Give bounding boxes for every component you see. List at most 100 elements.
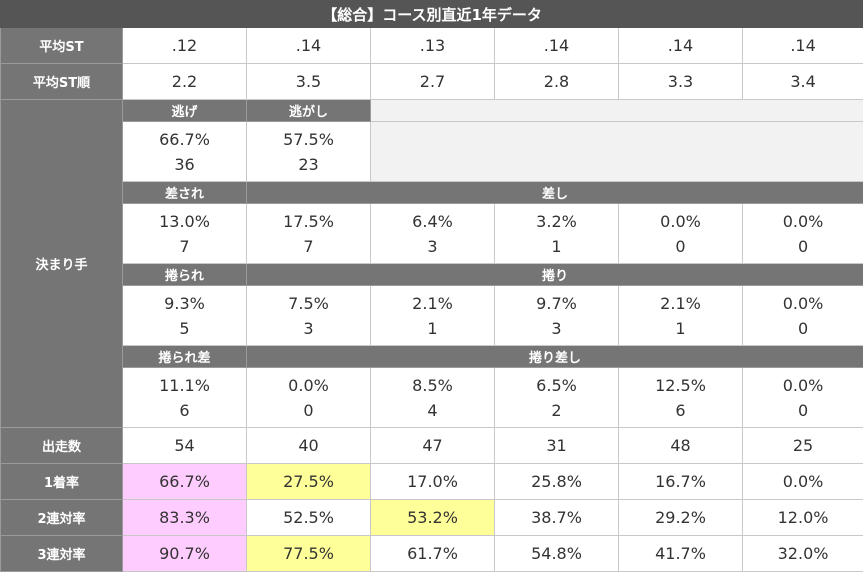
makurizashi-cell: 0.0%0 bbox=[247, 368, 371, 428]
sashi-cell: 17.5%7 bbox=[247, 204, 371, 264]
quinella-rate-cell: 52.5% bbox=[247, 500, 371, 536]
win-rate-cell: 66.7% bbox=[123, 464, 247, 500]
count: 0 bbox=[743, 234, 863, 259]
nige-cell: 66.7%36 bbox=[123, 122, 247, 182]
makuri-cell: 9.3%5 bbox=[123, 286, 247, 346]
sashi-cell: 13.0%7 bbox=[123, 204, 247, 264]
makuri-cell: 9.7%3 bbox=[495, 286, 619, 346]
win-rate-cell: 27.5% bbox=[247, 464, 371, 500]
rate: 66.7% bbox=[123, 127, 246, 152]
rate: 0.0% bbox=[743, 291, 863, 316]
sashi-cell: 0.0%0 bbox=[743, 204, 863, 264]
rate: 13.0% bbox=[123, 209, 246, 234]
rate: 3.2% bbox=[495, 209, 618, 234]
win-rate-cell: 0.0% bbox=[743, 464, 863, 500]
row-label-avg-st: 平均ST bbox=[1, 28, 123, 64]
avg-st-cell: .14 bbox=[247, 28, 371, 64]
trio-rate-cell: 41.7% bbox=[619, 536, 743, 572]
makurizashi-cell: 12.5%6 bbox=[619, 368, 743, 428]
win-rate-cell: 17.0% bbox=[371, 464, 495, 500]
quinella-rate-cell: 12.0% bbox=[743, 500, 863, 536]
makurizashi-header: 捲り差し bbox=[247, 346, 863, 368]
count: 36 bbox=[123, 152, 246, 177]
count: 7 bbox=[123, 234, 246, 259]
avg-st-rank-cell: 2.7 bbox=[371, 64, 495, 100]
sashi-cell: 3.2%1 bbox=[495, 204, 619, 264]
avg-st-cell: .14 bbox=[743, 28, 863, 64]
count: 3 bbox=[247, 316, 370, 341]
trio-rate-cell: 90.7% bbox=[123, 536, 247, 572]
row-label-win-rate: 1着率 bbox=[1, 464, 123, 500]
avg-st-cell: .12 bbox=[123, 28, 247, 64]
starts-cell: 48 bbox=[619, 428, 743, 464]
starts-cell: 54 bbox=[123, 428, 247, 464]
avg-st-cell: .14 bbox=[619, 28, 743, 64]
starts-cell: 47 bbox=[371, 428, 495, 464]
avg-st-cell: .13 bbox=[371, 28, 495, 64]
avg-st-rank-cell: 3.4 bbox=[743, 64, 863, 100]
avg-st-rank-cell: 2.2 bbox=[123, 64, 247, 100]
trio-rate-cell: 77.5% bbox=[247, 536, 371, 572]
empty-area bbox=[371, 122, 863, 182]
count: 6 bbox=[619, 398, 742, 423]
rate: 0.0% bbox=[247, 373, 370, 398]
rate: 12.5% bbox=[619, 373, 742, 398]
table-title: 【総合】コース別直近1年データ bbox=[1, 1, 863, 28]
rate: 6.4% bbox=[371, 209, 494, 234]
win-rate-cell: 16.7% bbox=[619, 464, 743, 500]
count: 0 bbox=[743, 316, 863, 341]
makurizashi-cell: 8.5%4 bbox=[371, 368, 495, 428]
starts-cell: 25 bbox=[743, 428, 863, 464]
makuri-cell: 7.5%3 bbox=[247, 286, 371, 346]
nige-header: 逃げ bbox=[123, 100, 247, 122]
sasare-header: 差され bbox=[123, 182, 247, 204]
rate: 2.1% bbox=[619, 291, 742, 316]
starts-cell: 31 bbox=[495, 428, 619, 464]
count: 4 bbox=[371, 398, 494, 423]
empty-area bbox=[371, 100, 863, 122]
makuri-cell: 2.1%1 bbox=[371, 286, 495, 346]
win-rate-cell: 25.8% bbox=[495, 464, 619, 500]
sashi-cell: 0.0%0 bbox=[619, 204, 743, 264]
makurarezashi-header: 捲られ差 bbox=[123, 346, 247, 368]
count: 0 bbox=[743, 398, 863, 423]
makurizashi-cell: 11.1%6 bbox=[123, 368, 247, 428]
count: 3 bbox=[371, 234, 494, 259]
quinella-rate-cell: 29.2% bbox=[619, 500, 743, 536]
makurare-header: 捲られ bbox=[123, 264, 247, 286]
rate: 0.0% bbox=[743, 209, 863, 234]
nigashi-header: 逃がし bbox=[247, 100, 371, 122]
makuri-cell: 2.1%1 bbox=[619, 286, 743, 346]
rate: 57.5% bbox=[247, 127, 370, 152]
trio-rate-cell: 32.0% bbox=[743, 536, 863, 572]
count: 1 bbox=[495, 234, 618, 259]
rate: 11.1% bbox=[123, 373, 246, 398]
row-label-avg-st-rank: 平均ST順 bbox=[1, 64, 123, 100]
trio-rate-cell: 54.8% bbox=[495, 536, 619, 572]
rate: 6.5% bbox=[495, 373, 618, 398]
row-label-kimarite: 決まり手 bbox=[1, 100, 123, 428]
count: 6 bbox=[123, 398, 246, 423]
rate: 9.7% bbox=[495, 291, 618, 316]
makurizashi-cell: 6.5%2 bbox=[495, 368, 619, 428]
rate: 0.0% bbox=[619, 209, 742, 234]
quinella-rate-cell: 38.7% bbox=[495, 500, 619, 536]
avg-st-rank-cell: 2.8 bbox=[495, 64, 619, 100]
count: 1 bbox=[619, 316, 742, 341]
rate: 0.0% bbox=[743, 373, 863, 398]
count: 7 bbox=[247, 234, 370, 259]
rate: 7.5% bbox=[247, 291, 370, 316]
trio-rate-cell: 61.7% bbox=[371, 536, 495, 572]
rate: 8.5% bbox=[371, 373, 494, 398]
sashi-cell: 6.4%3 bbox=[371, 204, 495, 264]
count: 0 bbox=[619, 234, 742, 259]
makurizashi-cell: 0.0%0 bbox=[743, 368, 863, 428]
makuri-header: 捲り bbox=[247, 264, 863, 286]
count: 3 bbox=[495, 316, 618, 341]
avg-st-rank-cell: 3.3 bbox=[619, 64, 743, 100]
row-label-quinella-rate: 2連対率 bbox=[1, 500, 123, 536]
starts-cell: 40 bbox=[247, 428, 371, 464]
rate: 9.3% bbox=[123, 291, 246, 316]
avg-st-rank-cell: 3.5 bbox=[247, 64, 371, 100]
